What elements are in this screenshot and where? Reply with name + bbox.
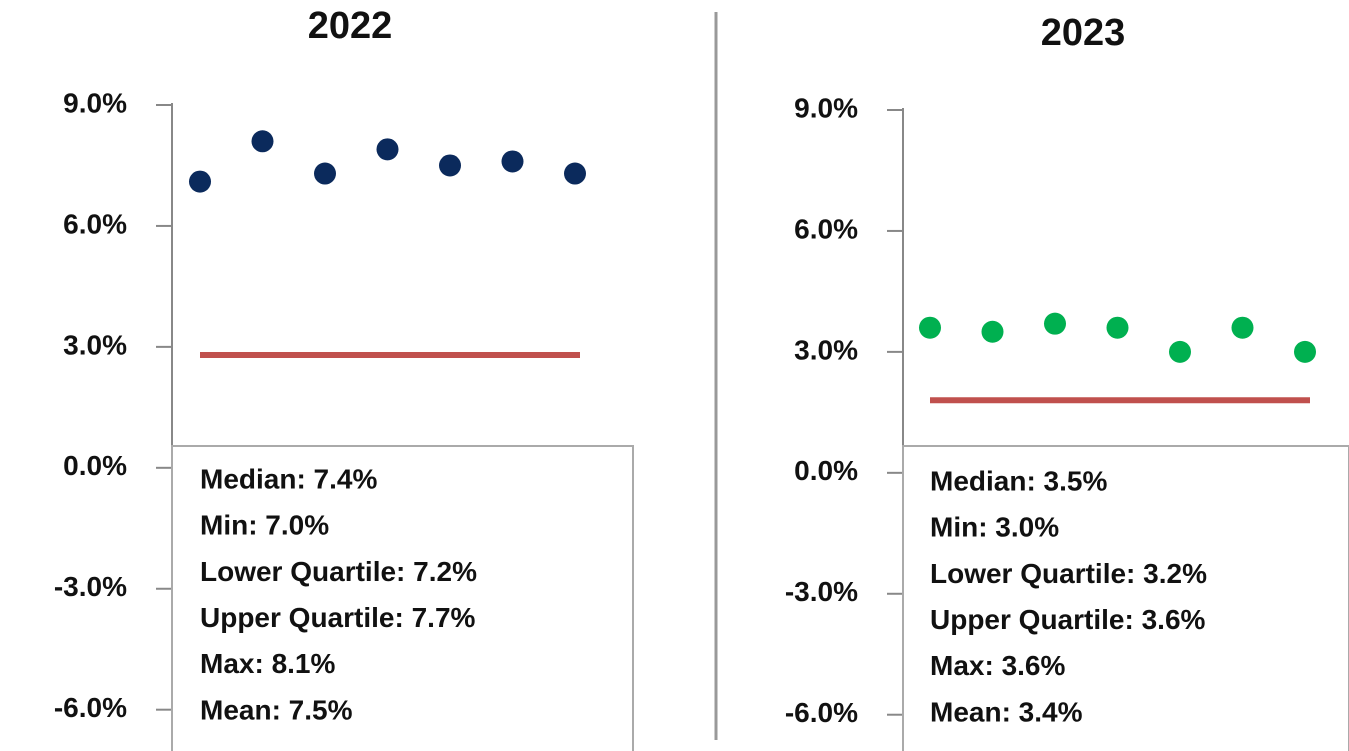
dot: [1231, 316, 1254, 339]
stats-box: [171, 445, 634, 751]
stat-line: Max: 3.6%: [930, 650, 1065, 681]
stat-line: Max: 8.1%: [200, 648, 335, 679]
y-tick-label: -3.0%: [54, 571, 127, 602]
stat-line: Min: 7.0%: [200, 510, 329, 541]
stat-line: Min: 3.0%: [930, 512, 1059, 543]
stat-line: Lower Quartile: 7.2%: [200, 556, 477, 587]
dot: [1044, 312, 1066, 335]
dot: [314, 162, 336, 185]
y-tick-label: -6.0%: [785, 697, 858, 728]
y-tick-label: 0.0%: [794, 455, 858, 486]
dot: [439, 154, 461, 177]
y-tick-label: 6.0%: [63, 208, 127, 239]
dot: [501, 150, 524, 173]
stat-line: Mean: 7.5%: [200, 694, 353, 725]
dot: [1294, 340, 1316, 363]
y-tick-label: 0.0%: [63, 450, 127, 481]
chart-title: 2022: [308, 5, 393, 47]
y-tick-label: 3.0%: [794, 334, 858, 365]
stat-line: Median: 7.4%: [200, 463, 377, 494]
dot: [564, 162, 586, 185]
stat-line: Upper Quartile: 3.6%: [930, 604, 1206, 635]
y-tick-label: 9.0%: [794, 92, 858, 123]
stat-line: Mean: 3.4%: [930, 696, 1083, 727]
stat-line: Median: 3.5%: [930, 465, 1107, 496]
stat-line: Lower Quartile: 3.2%: [930, 558, 1207, 589]
y-tick-label: 9.0%: [63, 87, 127, 118]
dot: [1169, 340, 1191, 363]
y-tick-label: 3.0%: [63, 329, 127, 360]
stat-line: Upper Quartile: 7.7%: [200, 602, 476, 633]
chart-title: 2023: [1041, 12, 1126, 54]
stats-box: [902, 445, 1349, 751]
dot: [919, 316, 941, 339]
dot: [981, 320, 1004, 343]
y-tick-label: -3.0%: [785, 576, 858, 607]
dot: [376, 138, 399, 161]
y-tick-label: -6.0%: [54, 692, 127, 723]
dot: [251, 130, 274, 153]
dot: [189, 170, 211, 193]
dot: [1106, 316, 1129, 339]
y-tick-label: 6.0%: [794, 213, 858, 244]
